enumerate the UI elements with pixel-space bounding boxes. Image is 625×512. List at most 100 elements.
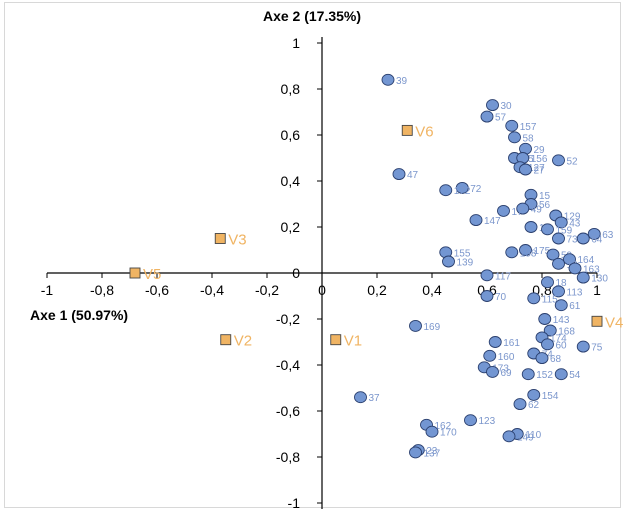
- observation-label: 175: [534, 246, 551, 257]
- observation-marker: [552, 232, 565, 245]
- observation-point: 61: [554, 299, 581, 312]
- variable-label: V2: [234, 333, 252, 350]
- observation-label: 37: [369, 393, 381, 404]
- observation-marker: [554, 368, 568, 381]
- observation-label: 117: [495, 271, 511, 282]
- variable-label: V5: [143, 266, 161, 283]
- variable-label: V3: [228, 232, 246, 249]
- observation-point: 43: [554, 216, 581, 229]
- variable-point: V6: [401, 123, 434, 140]
- y-tick-label: 0,6: [281, 127, 301, 143]
- observation-label: 62: [528, 400, 540, 411]
- observation-label: 162: [435, 421, 452, 432]
- observation-point: 172: [439, 184, 471, 197]
- observation-label: 139: [457, 258, 474, 269]
- observation-marker: [543, 324, 557, 337]
- observation-marker: [497, 204, 510, 217]
- variable-label: V6: [415, 123, 433, 140]
- observation-marker: [524, 221, 538, 233]
- x-tick-label: 0,4: [422, 282, 442, 298]
- observation-label: 149: [517, 432, 534, 443]
- observation-marker: [505, 119, 519, 132]
- observation-marker: [505, 246, 519, 259]
- observation-marker: [409, 446, 422, 459]
- observation-marker: [381, 73, 395, 86]
- observation-point: 168: [543, 324, 575, 338]
- variable-label: V4: [605, 314, 623, 331]
- variable-marker: [591, 315, 603, 327]
- observation-label: 63: [602, 230, 614, 241]
- observation-group: 3930571575829551565212727477217215564917…: [354, 73, 614, 459]
- observation-point: 175: [519, 244, 551, 257]
- x-tick-label: 0,2: [367, 282, 387, 298]
- observation-marker: [546, 248, 560, 261]
- variable-point: V1: [330, 333, 362, 350]
- observation-point: 139: [442, 255, 474, 269]
- observation-marker: [392, 168, 406, 181]
- observation-label: 110: [525, 430, 541, 441]
- observation-point: 169: [409, 319, 441, 333]
- observation-label: 17: [512, 207, 524, 218]
- observation-marker: [541, 338, 554, 351]
- observation-marker: [552, 257, 565, 270]
- observation-point: 69: [486, 365, 512, 379]
- observation-point: 113: [552, 285, 583, 298]
- observation-label: 72: [470, 184, 482, 195]
- observation-point: 123: [464, 414, 496, 427]
- observation-marker: [425, 425, 439, 438]
- observation-point: 159: [541, 223, 573, 236]
- observation-label: 172: [454, 186, 471, 197]
- observation-point: 137: [409, 446, 441, 459]
- observation-marker: [519, 163, 532, 176]
- observation-point: 163: [568, 262, 600, 275]
- observation-label: 58: [523, 133, 535, 144]
- observation-marker: [486, 99, 499, 112]
- observation-point: 58: [508, 131, 535, 144]
- observation-marker: [576, 271, 590, 284]
- observation-point: 160: [483, 349, 515, 363]
- observation-label: 70: [495, 292, 507, 303]
- variable-marker: [330, 334, 342, 346]
- observation-marker: [469, 214, 483, 227]
- observation-label: 29: [534, 145, 546, 156]
- observation-point: 62: [513, 398, 540, 411]
- x-axis-title: Axe 1 (50.97%): [30, 307, 128, 323]
- observation-label: 157: [520, 122, 537, 133]
- observation-point: 130: [576, 271, 608, 285]
- observation-marker: [576, 340, 590, 353]
- observation-point: 158: [505, 246, 537, 259]
- observation-point: 73: [552, 232, 578, 246]
- observation-point: 117: [480, 269, 511, 282]
- observation-point: 64: [576, 232, 603, 246]
- observation-point: 115: [527, 292, 558, 305]
- observation-marker: [480, 290, 494, 302]
- observation-label: 123: [479, 416, 496, 427]
- x-tick-label: -1: [41, 282, 54, 298]
- observation-label: 27: [534, 166, 546, 177]
- observation-label: 143: [553, 315, 570, 326]
- observation-label: 54: [569, 370, 581, 381]
- observation-point: 37: [354, 391, 381, 404]
- observation-marker: [439, 184, 453, 197]
- observation-marker: [552, 285, 565, 298]
- variable-point: V3: [214, 232, 247, 249]
- variable-label: V1: [344, 333, 362, 350]
- observation-label: 15: [539, 191, 551, 202]
- y-tick-label: -1: [288, 495, 301, 511]
- observation-point: 49: [516, 202, 543, 216]
- y-tick-label: 0,8: [281, 81, 301, 97]
- y-tick-label: -0,4: [276, 357, 300, 373]
- observation-label: 164: [578, 255, 595, 266]
- observation-point: 18: [541, 276, 567, 289]
- observation-marker: [409, 319, 422, 332]
- observation-label: 75: [591, 343, 603, 354]
- y-tick-label: -0,8: [276, 449, 300, 465]
- observation-label: 49: [531, 205, 543, 216]
- observation-point: 170: [425, 425, 457, 439]
- observation-marker: [483, 349, 497, 362]
- observation-marker: [442, 255, 455, 268]
- observation-marker: [587, 227, 601, 240]
- observation-marker: [552, 154, 565, 167]
- y-tick-label: -0,6: [276, 403, 300, 419]
- observation-marker: [354, 391, 367, 404]
